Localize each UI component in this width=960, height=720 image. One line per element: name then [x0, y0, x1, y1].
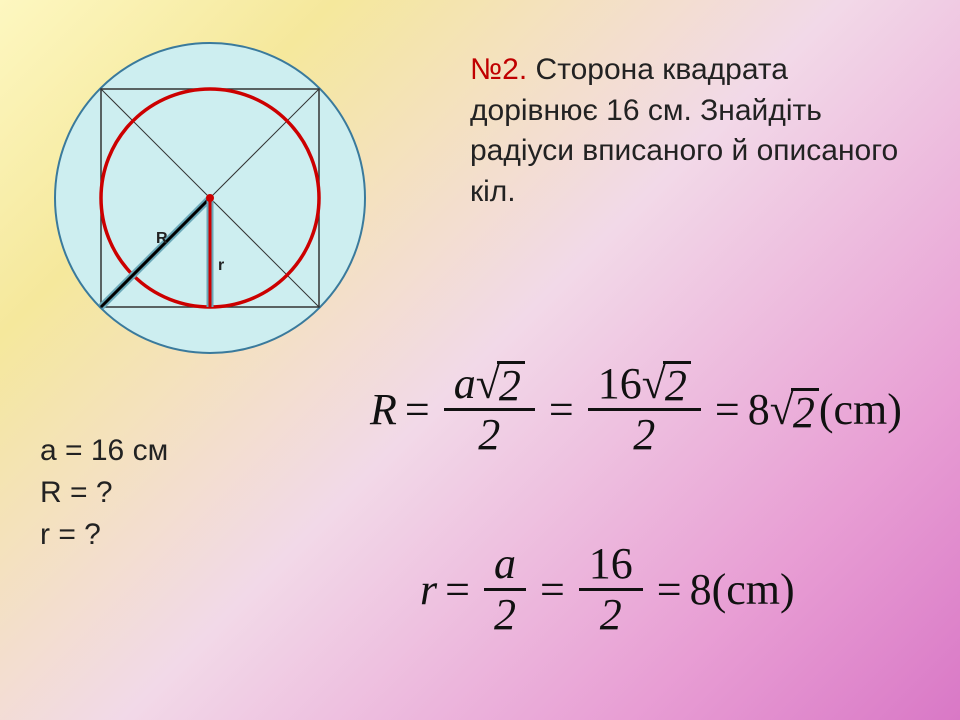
frac-R2-den: 2 — [623, 411, 665, 459]
diagram-svg: R r — [50, 38, 370, 358]
frac-R-2: 16√2 2 — [588, 360, 701, 460]
frac-r1-num: a — [484, 540, 526, 591]
eq-sign: = — [540, 564, 565, 615]
eq-R-lhs: R — [370, 384, 397, 435]
r-label: r — [218, 257, 224, 274]
given-r: r = ? — [40, 514, 168, 556]
frac-R-1: a√2 2 — [444, 360, 535, 460]
given-block: а = 16 см R = ? r = ? — [40, 430, 168, 556]
unit-R: (cm) — [819, 384, 902, 435]
problem-body: Сторона квадрата дорівнює 16 см. Знайдіт… — [470, 53, 898, 208]
eq-sign: = — [657, 564, 682, 615]
frac-r2-den: 2 — [590, 591, 632, 639]
problem-statement: №2. Сторона квадрата дорівнює 16 см. Зна… — [470, 50, 910, 212]
slide: R r №2. Сторона квадрата дорівнює 16 см.… — [0, 0, 960, 720]
formula-R: R = a√2 2 = 16√2 2 = 8√2(cm) — [370, 360, 940, 460]
result-R-val: 8 — [748, 384, 770, 435]
problem-number: №2. — [470, 53, 527, 86]
given-a: а = 16 см — [40, 430, 168, 472]
result-R-rad: 2 — [791, 388, 819, 435]
eq-sign: = — [445, 564, 470, 615]
frac-R2-num-v: 16 — [598, 359, 642, 408]
eq-sign: = — [549, 384, 574, 435]
eq-r-lhs: r — [420, 564, 437, 615]
frac-r-2: 16 2 — [579, 540, 643, 640]
frac-R1-den: 2 — [468, 411, 510, 459]
frac-R2-num-rad: 2 — [663, 361, 691, 408]
unit-r: (cm) — [712, 564, 795, 615]
eq-sign: = — [405, 384, 430, 435]
center-dot — [206, 194, 214, 202]
frac-r2-num: 16 — [579, 540, 643, 591]
frac-R1-num-rad: 2 — [497, 361, 525, 408]
frac-r-1: a 2 — [484, 540, 526, 640]
frac-R1-num-a: a — [454, 359, 476, 408]
geometry-diagram: R r — [50, 38, 370, 358]
eq-sign: = — [715, 384, 740, 435]
R-label: R — [156, 230, 168, 247]
formula-r: r = a 2 = 16 2 = 8(cm) — [420, 540, 920, 640]
frac-r1-den: 2 — [484, 591, 526, 639]
given-R: R = ? — [40, 472, 168, 514]
result-r-val: 8 — [690, 564, 712, 615]
